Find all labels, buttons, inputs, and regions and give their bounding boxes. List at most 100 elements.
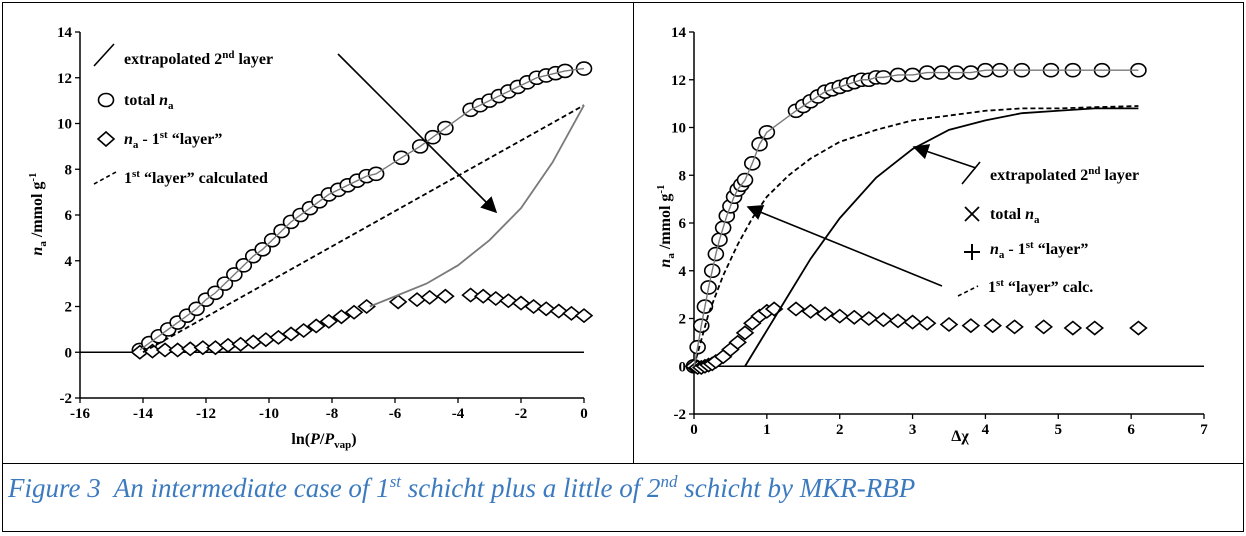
x-tick-label: 1 (763, 422, 771, 438)
y-tick-label: 10 (671, 121, 686, 137)
x-tick-label: 7 (1200, 422, 1208, 438)
y-tick-label: 6 (65, 208, 73, 224)
x-tick-label: 5 (1055, 422, 1063, 438)
series-line (369, 104, 585, 308)
data-point-diamond (436, 288, 455, 304)
data-point-diamond (815, 306, 835, 322)
data-point-diamond (830, 308, 849, 324)
y-tick-label: 4 (65, 254, 73, 270)
y-tick-label: 0 (65, 345, 73, 361)
series-line (142, 104, 585, 354)
data-point-diamond (473, 288, 493, 304)
caption-text-2: schicht plus a little of 2 (401, 473, 661, 503)
data-point-diamond (536, 301, 556, 317)
data-point-diamond (549, 303, 569, 319)
y-tick-label: 0 (679, 359, 687, 375)
y-tick-label: 2 (679, 312, 687, 328)
x-tick-label: -12 (196, 406, 216, 422)
data-point-diamond (344, 304, 364, 320)
data-point-diamond (903, 314, 922, 330)
data-point-diamond (1085, 320, 1104, 336)
data-point-diamond (243, 334, 263, 350)
x-tick-label: -8 (326, 406, 339, 422)
data-point-diamond (888, 313, 908, 329)
caption-text-3: schicht by MKR-RBP (677, 473, 916, 503)
data-point-diamond (961, 318, 981, 334)
data-point-diamond (735, 325, 755, 341)
y-tick-label: 8 (65, 162, 73, 178)
circle-fit-line (693, 69, 1139, 367)
y-tick-label: 4 (679, 264, 687, 280)
data-point-diamond (294, 322, 313, 339)
y-tick-label: 12 (671, 73, 686, 89)
arrow-to-extrapolated (912, 144, 977, 169)
series-na-1st-layer- (684, 301, 1148, 375)
y-tick-label: 14 (57, 25, 73, 41)
data-point-diamond (499, 293, 518, 309)
data-point-diamond (357, 298, 376, 315)
data-point-diamond (1063, 320, 1083, 336)
data-point-circle (575, 61, 593, 76)
data-point-diamond (983, 318, 1002, 334)
data-point-diamond (231, 336, 250, 352)
data-point-diamond (562, 305, 581, 321)
series-1st-layer-calculated (142, 104, 585, 354)
data-point-diamond (728, 334, 747, 350)
y-tick-label: 12 (57, 71, 72, 87)
x-tick-label: -10 (259, 406, 279, 422)
legend-line-icon (961, 161, 981, 185)
legend-diamond-icon (96, 130, 116, 148)
legend-label-total: total na (990, 206, 1040, 226)
legend-circle-icon (97, 92, 115, 108)
data-point-diamond (319, 313, 339, 329)
x-tick-label: 6 (1127, 422, 1135, 438)
x-axis-label: ln(P/Pvap) (291, 431, 356, 451)
legend-label-extrapolated: extrapolated 2nd layer (124, 49, 273, 68)
data-point-diamond (1005, 319, 1024, 335)
y-tick-label: 10 (57, 117, 72, 133)
x-tick-label: -4 (452, 406, 465, 422)
legend-cross-icon-b (964, 206, 980, 222)
chart-left: -2 0 2 4 6 8 10 12 14 -16 -14 -12 -10 -8 -6 -4 -2 0 ln(P/P… (27, 25, 594, 451)
series-extrapolated-2nd-layer (369, 104, 585, 308)
data-point-diamond (1034, 319, 1053, 335)
data-point-diamond (801, 303, 820, 319)
x-tick-label: -6 (389, 406, 402, 422)
axes: -2 0 2 4 6 8 10 12 14 -16 -14 -12 -10 -8 -6 -4 -2 0 (57, 25, 588, 422)
x-tick-label: 0 (690, 422, 698, 438)
data-point-diamond (332, 309, 351, 325)
y-tick-label: -2 (60, 391, 73, 407)
y-axis-label: na /mmol g-1 (655, 184, 677, 267)
data-point-diamond (407, 292, 427, 308)
data-point-diamond (786, 301, 806, 317)
data-point-diamond (874, 312, 893, 328)
data-point-diamond (917, 315, 937, 331)
caption-figure-number: Figure 3 (8, 473, 101, 503)
x-tick-label: 0 (580, 406, 588, 422)
y-tick-label: 14 (671, 25, 687, 41)
y-tick-label: -2 (674, 407, 687, 423)
legend-label-minus-first: na - 1st “layer” (124, 129, 222, 151)
legend-arrow (337, 53, 498, 214)
data-point-diamond (420, 289, 439, 305)
x-tick-label: 3 (909, 422, 917, 438)
legend-label-first-calc: 1st “layer” calc. (988, 277, 1093, 296)
data-point-diamond (939, 316, 959, 332)
data-point-diamond (574, 308, 594, 324)
x-tick-label: -16 (70, 406, 90, 422)
data-point-diamond (1129, 320, 1148, 336)
y-axis-label: na /mmol g-1 (27, 172, 49, 255)
bottom-divider (2, 463, 1244, 464)
y-tick-label: 8 (679, 168, 687, 184)
data-point-diamond (256, 332, 276, 348)
legend-label-total: total na (124, 92, 174, 112)
arrow-to-first-calc (746, 205, 943, 287)
caption-text-1: An intermediate case of 1 (113, 473, 390, 503)
data-point-diamond (388, 294, 408, 310)
x-tick-label: 4 (982, 422, 990, 438)
series-na-1st-layer- (130, 287, 594, 360)
x-tick-label: -14 (133, 406, 153, 422)
x-tick-label: 2 (836, 422, 844, 438)
y-tick-label: 6 (679, 216, 687, 232)
